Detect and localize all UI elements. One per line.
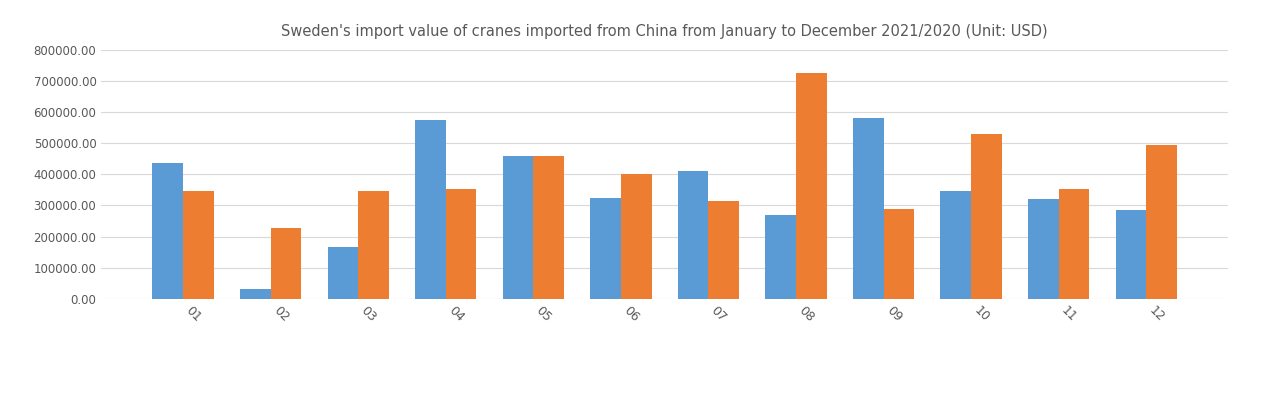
Bar (503, 156, 533, 299)
Bar (1146, 145, 1177, 299)
Bar (1058, 189, 1089, 299)
Bar (358, 191, 389, 299)
Bar (533, 156, 563, 299)
Bar (766, 215, 796, 299)
Bar (853, 118, 884, 299)
Bar (1115, 210, 1146, 299)
Bar (271, 228, 301, 299)
Bar (415, 120, 446, 299)
Bar (884, 208, 914, 299)
Bar (941, 191, 971, 299)
Bar (709, 201, 739, 299)
Bar (620, 174, 652, 299)
Bar (1028, 199, 1058, 299)
Bar (328, 247, 358, 299)
Bar (241, 290, 271, 299)
Bar (796, 73, 827, 299)
Bar (152, 164, 184, 299)
Bar (184, 191, 214, 299)
Title: Sweden's import value of cranes imported from China from January to December 202: Sweden's import value of cranes imported… (281, 24, 1048, 39)
Bar (971, 134, 1001, 299)
Bar (677, 171, 709, 299)
Bar (446, 189, 476, 299)
Bar (590, 198, 620, 299)
